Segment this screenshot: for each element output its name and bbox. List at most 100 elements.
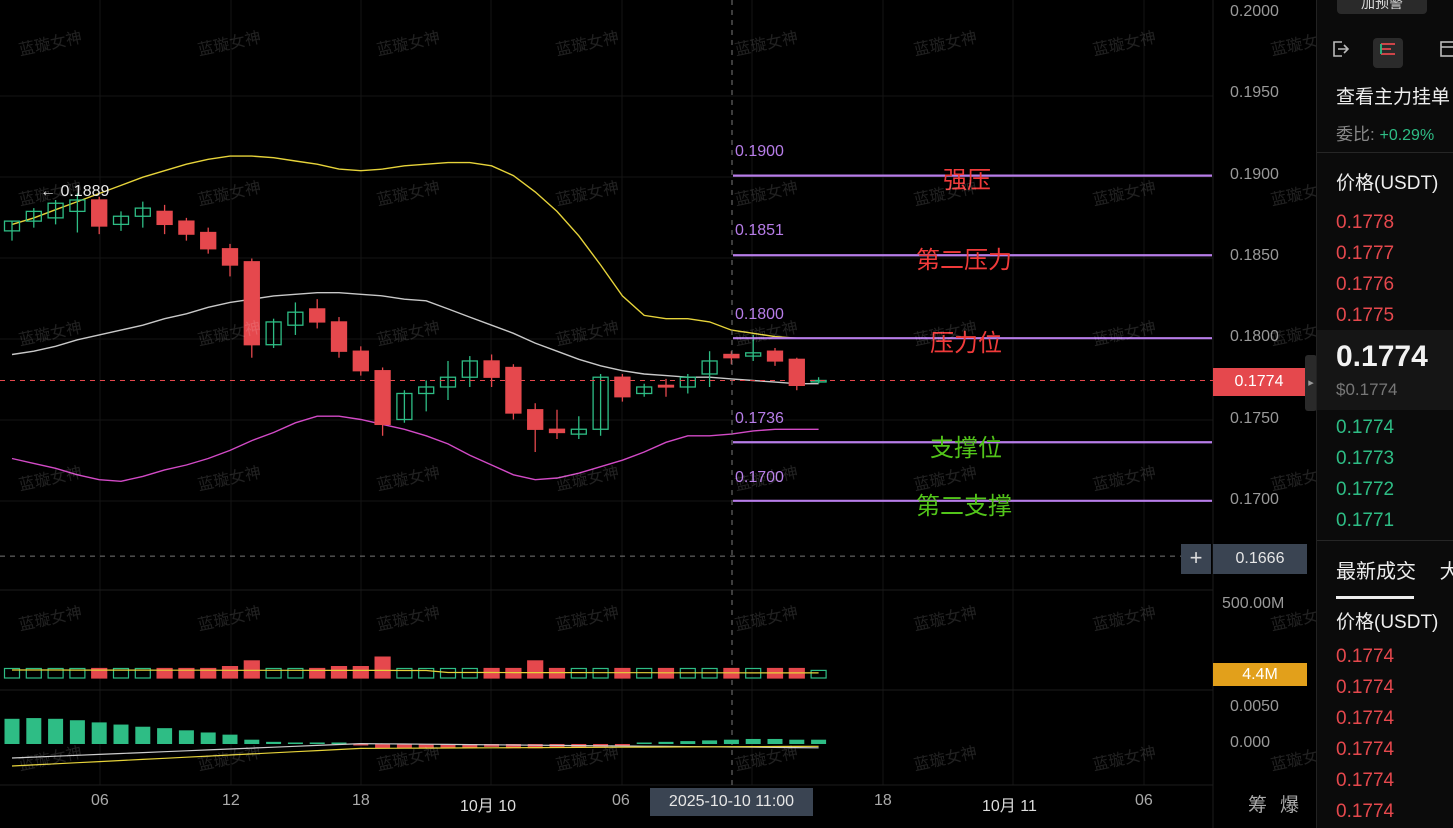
orderbook-icon[interactable] xyxy=(1373,38,1403,68)
macd-dea-line xyxy=(11,745,819,767)
volume-bar xyxy=(156,667,173,679)
last-price-block: 0.1774 $0.1774 xyxy=(1317,330,1453,410)
exit-icon[interactable] xyxy=(1325,38,1355,68)
candle-body xyxy=(592,376,609,430)
add-alert-button[interactable]: 加预警 xyxy=(1337,0,1427,14)
tab-latest-trades[interactable]: 最新成交 xyxy=(1336,561,1416,583)
layout-icon[interactable] xyxy=(1433,38,1453,68)
macd-histogram-bar xyxy=(614,744,630,746)
orderbook-panel: 加预警 查看主力挂单 委比: +0.29% 价格(USDT) 0.1778 0.… xyxy=(1316,0,1453,828)
volume-bar xyxy=(374,656,391,679)
x-tick: 12 xyxy=(222,792,240,809)
volume-bar xyxy=(330,665,348,679)
macd-histogram-bar xyxy=(505,744,521,749)
macd-histogram-bar xyxy=(244,739,260,744)
macd-histogram-bar xyxy=(527,744,543,749)
volume-tag: 4.4M xyxy=(1213,663,1307,686)
ask-price[interactable]: 0.1775 xyxy=(1336,305,1395,326)
level-name-second-support: 第二支撑 xyxy=(916,493,1012,520)
volume-bar xyxy=(265,667,282,679)
volume-bar xyxy=(25,667,42,679)
volume-bar xyxy=(112,667,130,679)
macd-histogram-bar xyxy=(811,739,827,744)
macd-histogram-bar xyxy=(680,741,696,744)
volume-bar xyxy=(91,667,108,679)
candle-body xyxy=(156,210,173,226)
macd-histogram-bar xyxy=(157,728,173,744)
ask-price[interactable]: 0.1777 xyxy=(1336,243,1395,264)
crosshair-add-button[interactable]: + xyxy=(1181,544,1211,574)
volume-bar xyxy=(221,665,239,679)
candle-body xyxy=(614,376,631,398)
volume-bar xyxy=(243,660,260,679)
volume-max-label: 500.00M xyxy=(1222,595,1285,612)
volume-bar xyxy=(461,667,478,679)
level-name-second-resistance: 第二压力 xyxy=(916,247,1012,274)
tab-more[interactable]: 大 xyxy=(1440,561,1453,583)
trade-price: 0.1774 xyxy=(1336,801,1395,822)
macd-tick-zero: 0.000 xyxy=(1230,734,1271,751)
x-tick: 18 xyxy=(352,792,370,809)
high-marker: ← 0.1889 xyxy=(40,183,110,200)
macd-histogram-bar xyxy=(658,741,674,744)
ask-price[interactable]: 0.1776 xyxy=(1336,274,1395,295)
main-orders-link[interactable]: 查看主力挂单 xyxy=(1336,87,1451,108)
level-name-resistance: 压力位 xyxy=(930,330,1002,357)
macd-histogram-bar xyxy=(135,726,151,744)
candle-body xyxy=(439,376,457,388)
bid-price[interactable]: 0.1772 xyxy=(1336,479,1395,500)
trade-price: 0.1774 xyxy=(1336,646,1395,667)
macd-histogram-bar xyxy=(418,744,434,749)
crosshair-price-tag: 0.1666 xyxy=(1213,544,1307,574)
macd-histogram-bar xyxy=(396,744,412,749)
volume-value: 4.4M xyxy=(1242,666,1278,683)
macd-histogram-bar xyxy=(48,718,64,744)
boll-lower-line xyxy=(11,415,819,483)
candle-body xyxy=(636,386,653,395)
candle-body xyxy=(47,202,64,219)
price-tick: 0.1850 xyxy=(1230,246,1279,264)
volume-bar xyxy=(418,667,435,679)
macd-histogram-bar xyxy=(266,741,282,744)
volume-bar xyxy=(810,669,827,679)
trade-price: 0.1774 xyxy=(1336,770,1395,791)
candle-body xyxy=(352,350,369,372)
bid-price[interactable]: 0.1774 xyxy=(1336,417,1395,438)
macd-histogram-bar xyxy=(353,744,369,746)
candle-body xyxy=(396,392,413,421)
macd-histogram-bar xyxy=(287,742,303,744)
macd-histogram-bar xyxy=(26,718,42,744)
kline-chart[interactable]: 0.2000 0.1950 0.1900 0.1850 0.1800 0.1750 0.17… xyxy=(0,0,1336,828)
trade-price: 0.1774 xyxy=(1336,677,1395,698)
price-tick: 0.1700 xyxy=(1230,490,1279,508)
x-tick: 06 xyxy=(612,792,630,809)
candle-body xyxy=(134,207,151,217)
trades-price-header: 价格(USDT) xyxy=(1336,612,1439,633)
liquidation-button[interactable]: 爆 xyxy=(1280,795,1300,816)
macd-histogram-bar xyxy=(702,740,718,744)
ratio-label: 委比: xyxy=(1336,125,1375,144)
current-price-tag: 0.1774 xyxy=(1213,368,1305,396)
level-price-label: 0.1736 xyxy=(735,410,784,427)
kline-canvas[interactable] xyxy=(0,0,1316,828)
candle-body xyxy=(657,384,675,388)
candle-body xyxy=(69,199,86,213)
macd-histogram-bar xyxy=(200,732,216,744)
candle-body xyxy=(548,428,566,434)
volume-bar xyxy=(178,667,195,679)
bid-price[interactable]: 0.1771 xyxy=(1336,510,1395,531)
divider xyxy=(1317,540,1453,541)
bid-price[interactable]: 0.1773 xyxy=(1336,448,1395,469)
price-tick: 0.1900 xyxy=(1230,165,1279,183)
chip-distribution-button[interactable]: 筹 xyxy=(1248,795,1268,816)
candle-body xyxy=(723,353,740,359)
volume-ma-line xyxy=(12,669,819,674)
boll-upper-line xyxy=(11,155,819,339)
ask-price[interactable]: 0.1778 xyxy=(1336,212,1395,233)
candle-body xyxy=(221,248,239,266)
macd-histogram-bar xyxy=(440,744,456,748)
candle-body xyxy=(745,352,762,357)
level-name-strong-resistance: 强压 xyxy=(943,167,991,194)
crosshair-price-value: 0.1666 xyxy=(1235,550,1285,567)
x-tick: 10月 10 xyxy=(460,798,517,815)
